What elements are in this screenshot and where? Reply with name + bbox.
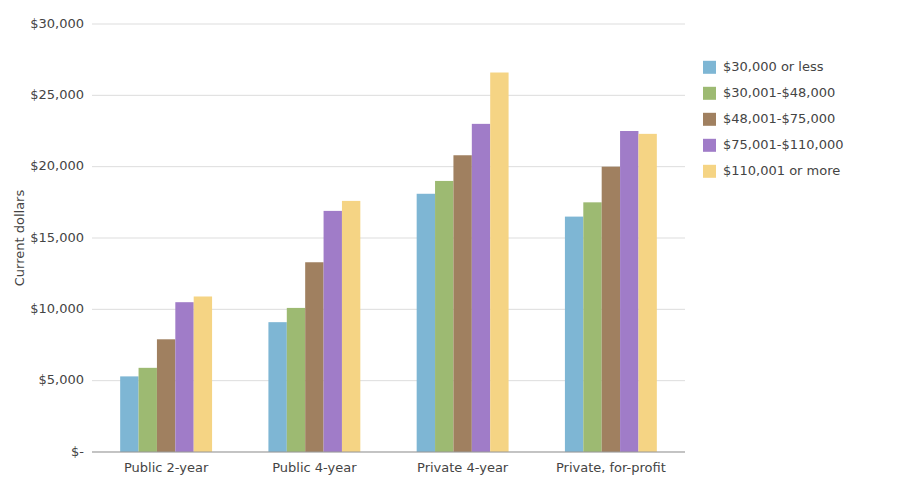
y-axis-label: Current dollars [12, 190, 27, 287]
grid-line [92, 166, 685, 167]
legend-label: $30,000 or less [723, 59, 824, 74]
bar [472, 124, 490, 452]
legend-label: $75,001-$110,000 [723, 137, 843, 152]
x-tick-label: Public 2-year [124, 460, 209, 475]
x-axis-line [92, 452, 685, 453]
bar [602, 167, 620, 452]
legend-swatch [703, 165, 716, 178]
bar [324, 211, 342, 452]
grid [92, 24, 685, 452]
bar [583, 202, 601, 452]
bar [453, 155, 471, 452]
chart: $- $5,000 $10,000 $15,000 $20,000 $25,000 $30,… [0, 0, 900, 504]
x-tick-label: Private, for-profit [556, 460, 666, 475]
bar [268, 322, 286, 452]
bar [435, 181, 453, 452]
grid-line [92, 452, 685, 453]
bar [305, 262, 323, 452]
y-tick-label: $25,000 [30, 87, 84, 102]
x-tick-label: Public 4-year [272, 460, 357, 475]
legend: $30,000 or less $30,001-$48,000 $48,001-$7… [703, 59, 843, 178]
bars [120, 73, 657, 452]
y-tick-label: $20,000 [30, 158, 84, 173]
legend-label: $110,001 or more [723, 163, 840, 178]
bar [620, 131, 638, 452]
bar [565, 217, 583, 452]
bar [120, 376, 138, 452]
legend-label: $48,001-$75,000 [723, 111, 835, 126]
x-axis: Public 2-year Public 4-year Private 4-year… [124, 460, 666, 475]
y-tick-label: $- [71, 444, 84, 459]
y-axis: $- $5,000 $10,000 $15,000 $20,000 $25,000 $30,… [30, 16, 84, 459]
y-tick-label: $5,000 [39, 372, 85, 387]
legend-swatch [703, 61, 716, 74]
grid-line [92, 95, 685, 96]
x-tick-label: Private 4-year [417, 460, 509, 475]
bar [417, 194, 435, 452]
bar [342, 201, 360, 452]
bar [157, 339, 175, 452]
legend-swatch [703, 87, 716, 100]
legend-swatch [703, 139, 716, 152]
legend-swatch [703, 113, 716, 126]
legend-label: $30,001-$48,000 [723, 85, 835, 100]
chart-container: $- $5,000 $10,000 $15,000 $20,000 $25,000 $30,… [0, 0, 900, 504]
bar [638, 134, 656, 452]
y-tick-label: $10,000 [30, 301, 84, 316]
bar [287, 308, 305, 452]
bar [490, 73, 508, 452]
bar [194, 296, 212, 452]
bar [139, 368, 157, 452]
grid-line [92, 24, 685, 25]
y-tick-label: $15,000 [30, 230, 84, 245]
y-tick-label: $30,000 [30, 16, 84, 31]
bar [175, 302, 193, 452]
